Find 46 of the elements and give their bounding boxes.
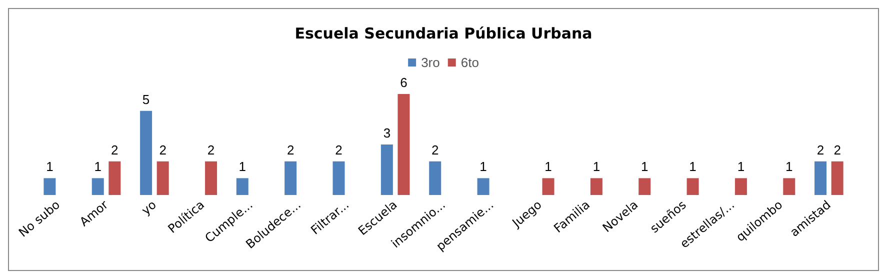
bar [783, 178, 796, 195]
data-label: 6 [400, 75, 408, 90]
bar [92, 178, 104, 195]
bar [814, 161, 827, 195]
bar [831, 161, 844, 195]
bar [332, 161, 345, 195]
data-label: 2 [159, 142, 166, 158]
data-label: 1 [94, 159, 102, 174]
data-label: 1 [640, 159, 648, 174]
data-label: 2 [431, 142, 439, 158]
data-label: 2 [111, 142, 118, 158]
data-label: 2 [207, 142, 215, 158]
bar [477, 178, 490, 195]
data-label: 1 [544, 159, 552, 174]
data-label: 2 [335, 142, 342, 158]
data-label: 1 [786, 159, 793, 174]
bar [542, 178, 554, 195]
bar [686, 178, 699, 195]
data-label: 1 [737, 159, 745, 174]
bar [398, 94, 410, 195]
bar [44, 178, 56, 195]
legend-label: 6to [460, 55, 479, 70]
legend-label: 3ro [421, 55, 440, 70]
bar [590, 178, 602, 195]
bar [205, 161, 218, 195]
data-label: 1 [592, 159, 600, 174]
bar [380, 144, 393, 195]
data-label: 2 [816, 142, 824, 158]
data-label: 5 [142, 92, 150, 107]
x-tick-label: yo [138, 198, 159, 218]
data-label: 2 [286, 142, 294, 158]
data-label: 3 [383, 126, 391, 140]
bar [140, 110, 152, 195]
bar [638, 178, 651, 195]
data-label: 1 [238, 159, 246, 174]
chart-title: Escuela Secundaria Pública Urbana [294, 24, 592, 42]
bar [284, 161, 297, 195]
bar [156, 161, 169, 195]
bar [429, 161, 442, 195]
data-label: 1 [480, 159, 487, 174]
data-label: 1 [46, 159, 54, 174]
data-label: 2 [834, 142, 841, 158]
bar [734, 178, 747, 195]
bar [236, 178, 248, 195]
data-label: 1 [689, 159, 696, 174]
bar [108, 161, 121, 195]
